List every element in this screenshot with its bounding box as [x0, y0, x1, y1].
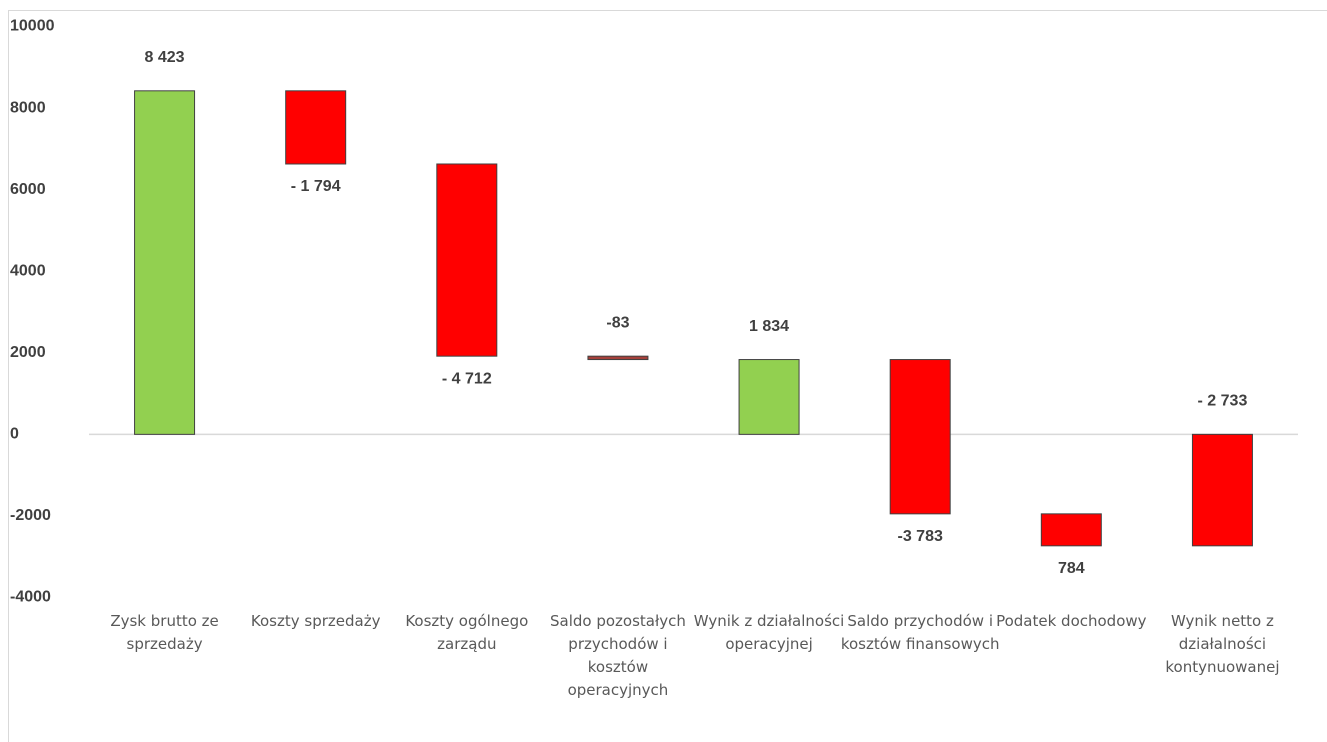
x-tick-label: Koszty sprzedaży [250, 611, 381, 630]
x-label-box: Koszty sprzedaży [250, 611, 381, 630]
bar [1191, 433, 1253, 547]
x-tick-label: Saldo przychodów i kosztów finansowych [840, 611, 1000, 653]
data-label: 1 834 [749, 318, 789, 335]
bar [738, 359, 800, 435]
x-label-box: Wynik z działalności operacyjnej [693, 611, 845, 653]
y-tick-label: 0 [10, 426, 19, 443]
data-label: -3 783 [898, 528, 943, 545]
data-label: - 4 712 [442, 370, 492, 387]
bar [285, 90, 347, 165]
y-tick-label: 2000 [10, 344, 46, 361]
x-tick-label: Koszty ogólnego zarządu [405, 611, 529, 653]
y-tick-label: 6000 [10, 181, 46, 198]
x-tick-label: Zysk brutto ze sprzedaży [110, 611, 219, 653]
bar [134, 90, 196, 435]
x-label-box: Podatek dochodowy [996, 611, 1147, 630]
data-label: - 2 733 [1198, 393, 1248, 410]
x-label-box: Wynik netto z działalności kontynuowanej [1165, 611, 1280, 676]
data-label: - 1 794 [291, 178, 341, 195]
bar [436, 163, 498, 357]
x-label-box: Saldo pozostałych przychodów i kosztów o… [549, 611, 686, 699]
bar [587, 355, 649, 361]
x-label-box: Saldo przychodów i kosztów finansowych [840, 611, 1000, 653]
x-label-box: Zysk brutto ze sprzedaży [110, 611, 219, 653]
x-tick-label: Saldo pozostałych przychodów i kosztów o… [549, 611, 686, 699]
x-tick-label: Podatek dochodowy [996, 611, 1147, 630]
y-tick-label: -4000 [10, 589, 51, 606]
data-label: 8 423 [145, 49, 185, 66]
x-label-box: Koszty ogólnego zarządu [405, 611, 529, 653]
y-tick-label: -2000 [10, 507, 51, 524]
data-label: -83 [606, 314, 629, 331]
y-tick-label: 4000 [10, 262, 46, 279]
y-tick-label: 8000 [10, 99, 46, 116]
x-tick-label: Wynik netto z działalności kontynuowanej [1165, 611, 1280, 676]
bar [1040, 513, 1102, 547]
x-tick-label: Wynik z działalności operacyjnej [693, 611, 845, 653]
data-label: 784 [1058, 560, 1085, 577]
y-tick-label: 10000 [10, 18, 55, 35]
bar [889, 359, 951, 515]
